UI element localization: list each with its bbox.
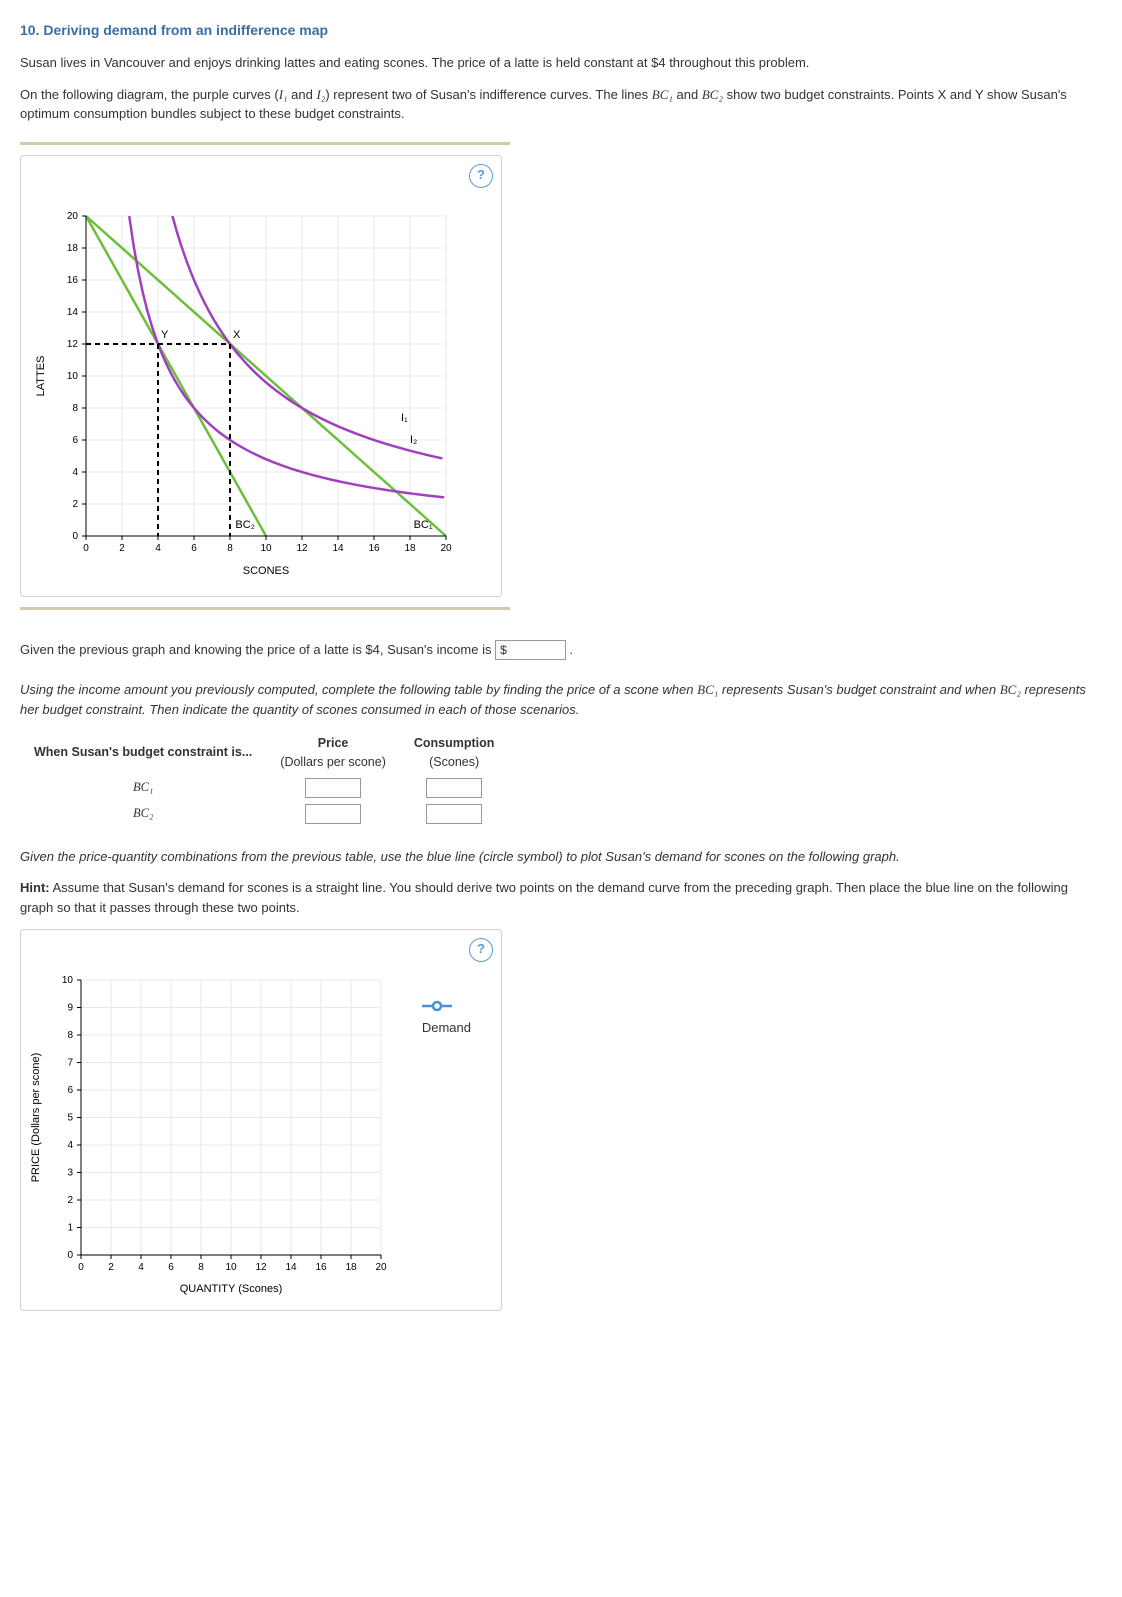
- svg-text:8: 8: [198, 1262, 204, 1273]
- svg-text:16: 16: [368, 543, 380, 554]
- diagram-paragraph: On the following diagram, the purple cur…: [20, 85, 1102, 124]
- svg-text:12: 12: [296, 543, 308, 554]
- svg-text:2: 2: [108, 1262, 114, 1273]
- svg-text:6: 6: [72, 435, 78, 446]
- svg-text:BC₁: BC₁: [414, 519, 433, 531]
- svg-text:PRICE (Dollars per scone): PRICE (Dollars per scone): [30, 1053, 42, 1183]
- svg-text:14: 14: [67, 307, 79, 318]
- price-consumption-table: When Susan's budget constraint is... Pri…: [20, 731, 508, 827]
- svg-text:1: 1: [67, 1223, 73, 1234]
- table-header-constraint: When Susan's budget constraint is...: [20, 731, 266, 775]
- svg-text:6: 6: [191, 543, 197, 554]
- hint-label: Hint:: [20, 880, 50, 895]
- svg-text:10: 10: [260, 543, 272, 554]
- svg-text:8: 8: [67, 1030, 73, 1041]
- row-label-bc1: BC₁: [20, 775, 266, 801]
- text-segment: represents Susan's budget constraint and…: [718, 682, 999, 697]
- svg-text:4: 4: [72, 467, 78, 478]
- income-input[interactable]: [511, 640, 566, 660]
- svg-text:QUANTITY (Scones): QUANTITY (Scones): [180, 1283, 283, 1295]
- svg-text:12: 12: [67, 339, 79, 350]
- svg-text:14: 14: [285, 1262, 297, 1273]
- svg-text:I₂: I₂: [410, 434, 417, 446]
- row-label-bc2: BC₂: [20, 801, 266, 827]
- svg-text:BC₂: BC₂: [235, 519, 255, 531]
- svg-text:Y: Y: [161, 329, 169, 341]
- svg-text:0: 0: [72, 531, 78, 542]
- svg-text:14: 14: [332, 543, 344, 554]
- var-bc2: BC₂: [1000, 682, 1021, 697]
- svg-text:6: 6: [168, 1262, 174, 1273]
- svg-text:X: X: [233, 329, 241, 341]
- svg-text:20: 20: [67, 211, 79, 222]
- table-instructions: Using the income amount you previously c…: [20, 680, 1102, 719]
- consumption-bc1-input[interactable]: [426, 778, 482, 798]
- var-bc2: BC₂: [702, 87, 723, 102]
- svg-text:10: 10: [67, 371, 79, 382]
- table-row: BC₁: [20, 775, 508, 801]
- svg-text:4: 4: [155, 543, 161, 554]
- help-icon[interactable]: ?: [469, 938, 493, 962]
- svg-text:12: 12: [255, 1262, 267, 1273]
- var-i2: I₂: [316, 87, 325, 102]
- table-row: BC₂: [20, 801, 508, 827]
- price-bc2-input[interactable]: [305, 804, 361, 824]
- svg-text:16: 16: [67, 275, 79, 286]
- income-question: Given the previous graph and knowing the…: [20, 640, 1102, 661]
- text-segment: Given the previous graph and knowing the…: [20, 642, 495, 657]
- svg-text:4: 4: [138, 1262, 144, 1273]
- svg-text:2: 2: [72, 499, 78, 510]
- svg-text:18: 18: [67, 243, 79, 254]
- text-segment: On the following diagram, the purple cur…: [20, 87, 279, 102]
- svg-text:7: 7: [67, 1058, 73, 1069]
- svg-text:I₁: I₁: [401, 411, 408, 423]
- svg-text:20: 20: [375, 1262, 387, 1273]
- demand-legend[interactable]: Demand: [422, 1000, 471, 1038]
- svg-text:9: 9: [67, 1003, 73, 1014]
- svg-text:2: 2: [119, 543, 125, 554]
- svg-text:10: 10: [225, 1262, 237, 1273]
- var-bc1: BC₁: [652, 87, 673, 102]
- svg-text:4: 4: [67, 1140, 73, 1151]
- help-icon[interactable]: ?: [469, 164, 493, 188]
- svg-text:0: 0: [83, 543, 89, 554]
- price-bc1-input[interactable]: [305, 778, 361, 798]
- svg-text:3: 3: [67, 1168, 73, 1179]
- question-title: 10. Deriving demand from an indifference…: [20, 20, 1102, 41]
- svg-text:SCONES: SCONES: [243, 565, 289, 577]
- table-header-consumption: Consumption (Scones): [400, 731, 509, 775]
- plot-instructions: Given the price-quantity combinations fr…: [20, 847, 1102, 867]
- svg-text:6: 6: [67, 1085, 73, 1096]
- text-segment: Using the income amount you previously c…: [20, 682, 697, 697]
- text-and: and: [288, 87, 317, 102]
- table-header-price: Price (Dollars per scone): [266, 731, 400, 775]
- text-segment: .: [569, 642, 573, 657]
- svg-text:16: 16: [315, 1262, 327, 1273]
- hint-paragraph: Hint: Assume that Susan's demand for sco…: [20, 878, 1102, 917]
- consumption-bc2-input[interactable]: [426, 804, 482, 824]
- svg-text:8: 8: [227, 543, 233, 554]
- legend-label: Demand: [422, 1018, 471, 1038]
- demand-chart[interactable]: ? 02468101214161820012345678910QUANTITY …: [20, 929, 502, 1311]
- svg-text:2: 2: [67, 1195, 73, 1206]
- hint-text: Assume that Susan's demand for scones is…: [20, 880, 1068, 915]
- svg-text:18: 18: [345, 1262, 357, 1273]
- indifference-chart[interactable]: ? I₁I₂ Y X BC₁ BC₂ 0 2 4 6 8 10 12 14 16 18 20 0 2 4 6 8 10 12…: [20, 155, 502, 597]
- dollar-prefix: $: [495, 640, 511, 660]
- svg-text:18: 18: [404, 543, 416, 554]
- svg-text:LATTES: LATTES: [35, 355, 47, 396]
- text-and: and: [673, 87, 702, 102]
- text-segment: ) represent two of Susan's indifference …: [325, 87, 651, 102]
- var-bc1: BC₁: [697, 682, 718, 697]
- svg-text:10: 10: [62, 975, 74, 986]
- svg-text:8: 8: [72, 403, 78, 414]
- intro-paragraph: Susan lives in Vancouver and enjoys drin…: [20, 53, 1102, 73]
- svg-text:0: 0: [78, 1262, 84, 1273]
- legend-symbol-icon: [422, 1000, 452, 1012]
- svg-text:0: 0: [67, 1250, 73, 1261]
- svg-text:20: 20: [440, 543, 452, 554]
- svg-text:5: 5: [67, 1113, 73, 1124]
- var-i1: I₁: [279, 87, 288, 102]
